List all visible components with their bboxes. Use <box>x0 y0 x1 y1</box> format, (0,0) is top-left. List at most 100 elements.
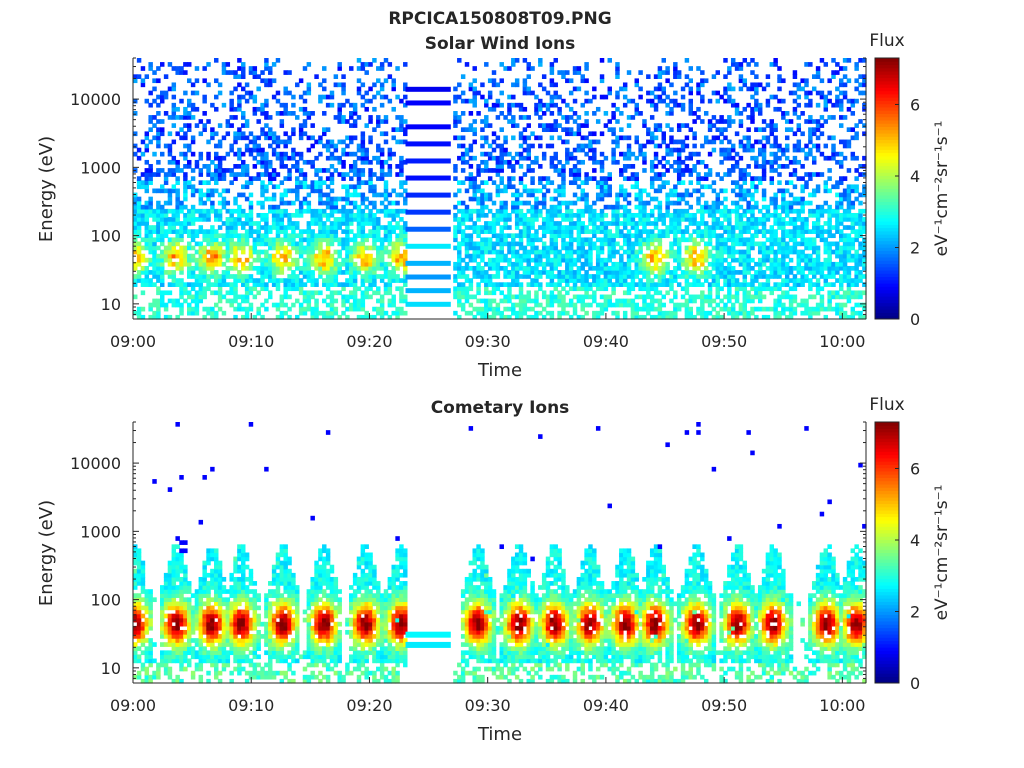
spectrogram-cell <box>684 168 690 173</box>
spectrogram-cell <box>457 257 462 263</box>
spectrogram-cell <box>757 217 763 222</box>
spectrogram-cell <box>472 225 477 230</box>
spectrogram-cell <box>769 168 775 173</box>
spectrogram-cell <box>622 237 628 243</box>
spectrogram-cell <box>738 217 744 222</box>
spectrogram-cell <box>360 94 366 100</box>
spectrogram-cell <box>237 131 242 137</box>
spectrogram-cell <box>511 184 516 190</box>
spectrogram-cell <box>568 217 574 222</box>
spectrogram-cell <box>750 115 755 120</box>
spectrogram-cell <box>314 168 319 173</box>
spectrogram-cell <box>514 233 520 239</box>
spectrogram-cell <box>306 298 312 304</box>
spectrogram-cell <box>476 208 481 214</box>
spectrogram-cell <box>727 139 732 145</box>
spectrogram-cell <box>711 265 717 271</box>
spectrogram-cell <box>140 257 146 263</box>
spectrogram-cell <box>152 98 157 104</box>
spectrogram-cell <box>692 151 697 157</box>
spectrogram-cell <box>310 212 315 218</box>
spectrogram-cell <box>379 306 385 312</box>
spectrogram-cell <box>599 286 605 292</box>
spectrogram-cell <box>603 188 609 194</box>
spectrogram-cell <box>754 90 759 96</box>
spectrogram-cell <box>460 90 466 96</box>
spectrogram-cell <box>372 212 377 218</box>
spectrogram-cell <box>526 270 531 275</box>
spectrogram-cell <box>649 249 655 255</box>
spectrogram-cell <box>692 241 697 247</box>
spectrogram-cell <box>653 221 659 226</box>
spectrogram-cell <box>160 298 165 304</box>
spectrogram-cell <box>476 196 481 202</box>
spectrogram-cell <box>765 135 771 141</box>
spectrogram-cell <box>738 86 744 92</box>
spectrogram-cell <box>619 274 624 279</box>
spectrogram-cell <box>507 241 512 247</box>
spectrogram-cell <box>684 229 690 234</box>
spectrogram-cell <box>511 94 516 100</box>
spectrogram-cell <box>271 217 277 222</box>
spectrogram-cell <box>187 294 192 300</box>
spectrogram-cell <box>372 282 377 287</box>
spectrogram-cell <box>750 298 755 304</box>
spectrogram-cell <box>538 180 543 186</box>
spectrogram-cell <box>626 261 632 267</box>
spectrogram-cell <box>499 111 504 116</box>
spectrogram-cell <box>156 208 161 214</box>
spectrogram-cell <box>468 253 474 259</box>
spectrogram-cell <box>703 298 709 304</box>
spectrogram-cell <box>333 168 339 173</box>
spectrogram-cell <box>379 249 385 255</box>
spectrogram-cell <box>568 221 574 226</box>
spectrogram-cell <box>541 176 547 181</box>
spectrogram-cell <box>291 94 296 100</box>
spectrogram-cell <box>310 245 315 251</box>
spectrogram-cell <box>592 151 597 157</box>
spectrogram-cell <box>553 123 558 128</box>
spectrogram-cell <box>341 164 346 169</box>
spectrogram-cell <box>688 294 693 300</box>
spectrogram-cell <box>314 245 319 251</box>
spectrogram-cell <box>622 176 628 181</box>
spectrogram-cell <box>568 172 574 177</box>
spectrogram-cell <box>495 143 501 149</box>
spectrogram-cell <box>241 151 246 157</box>
spectrogram-cell <box>511 62 516 67</box>
spectrogram-cell <box>761 282 767 287</box>
spectrogram-cell <box>372 192 377 198</box>
spectrogram-cell <box>144 217 150 222</box>
spectrogram-cell <box>275 208 281 214</box>
spectrogram-cell <box>298 106 304 112</box>
spectrogram-cell <box>646 98 651 104</box>
spectrogram-cell <box>723 155 728 161</box>
spectrogram-cell <box>379 237 385 243</box>
spectrogram-cell <box>700 274 705 279</box>
spectrogram-cell <box>514 225 520 230</box>
spectrogram-cell <box>167 168 173 173</box>
spectrogram-cell <box>457 249 462 255</box>
spectrogram-cell <box>646 90 651 96</box>
spectrogram-cell <box>306 111 312 116</box>
spectrogram-cell <box>333 278 339 283</box>
spectrogram-cell <box>522 249 528 255</box>
spectrogram-cell <box>534 237 539 243</box>
spectrogram-cell <box>518 257 524 263</box>
spectrogram-cell <box>318 225 323 230</box>
spectrogram-cell <box>187 229 192 234</box>
spectrogram-cell <box>700 159 705 165</box>
spectrogram-cell <box>568 78 574 84</box>
spectrogram-cell <box>160 290 165 296</box>
spectrogram-cell <box>514 314 520 320</box>
spectrogram-cell <box>325 245 331 251</box>
spectrogram-cell <box>626 123 632 128</box>
spectrogram-cell <box>372 204 377 210</box>
spectrogram-cell <box>252 94 258 100</box>
spectrogram-cell <box>148 314 153 320</box>
spectrogram-cell <box>638 143 643 149</box>
spectrogram-cell <box>549 208 555 214</box>
spectrogram-cell <box>584 151 589 157</box>
spectrogram-cell <box>167 314 173 320</box>
spectrogram-cell <box>557 298 562 304</box>
